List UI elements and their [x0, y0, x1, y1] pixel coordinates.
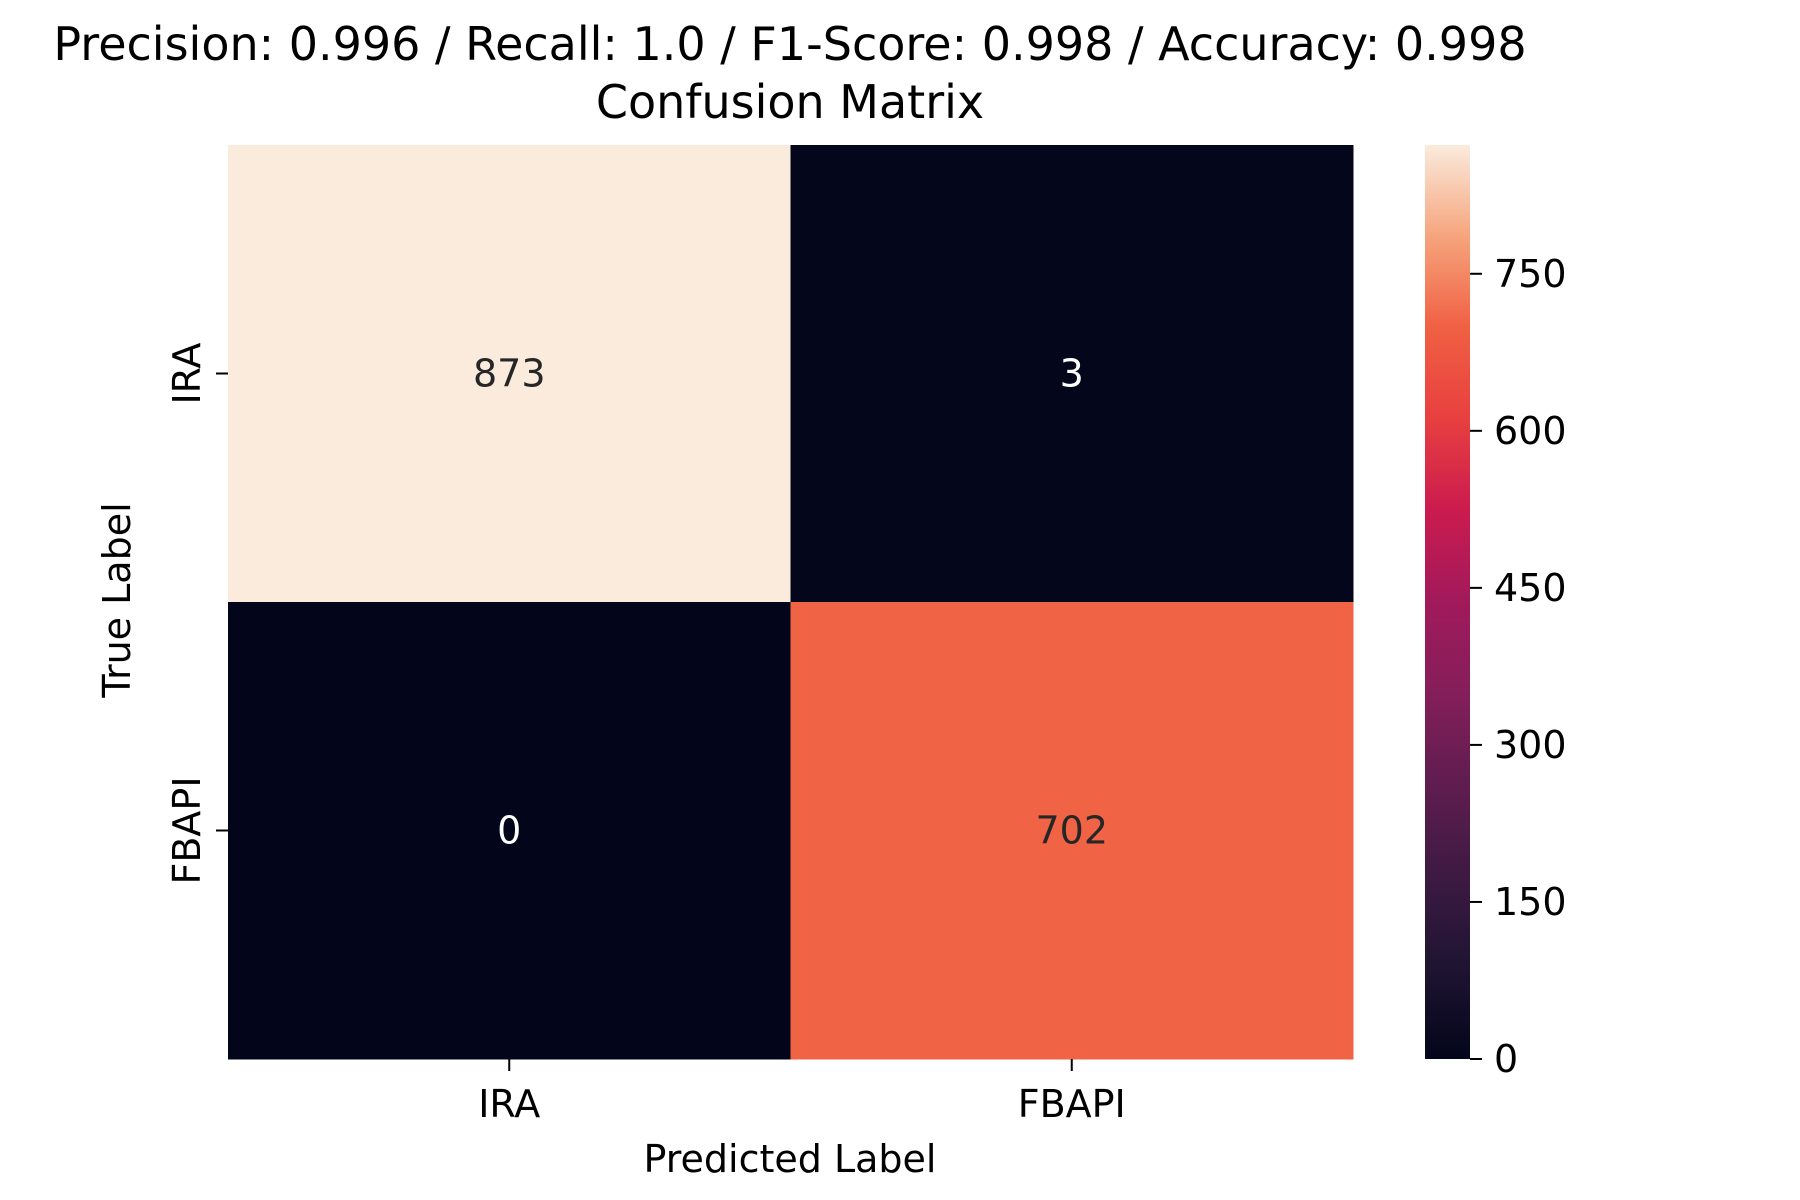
x-axis: IRA FBAPI [478, 1059, 1126, 1126]
cell-value-label: 3 [1060, 352, 1084, 396]
chart-title: Precision: 0.996 / Recall: 1.0 / F1-Scor… [53, 17, 1526, 71]
chart-subtitle: Confusion Matrix [596, 75, 984, 129]
cell-value-label: 702 [1035, 809, 1108, 853]
y-axis: IRA FBAPI [165, 342, 228, 885]
y-tick-label: IRA [165, 342, 209, 404]
colorbar-tick-label: 600 [1494, 409, 1567, 453]
colorbar-axis: 0 150 300 450 600 750 [1470, 252, 1567, 1081]
heatmap-cell [790, 145, 1354, 603]
colorbar-tick-label: 300 [1494, 723, 1567, 767]
colorbar-tick-label: 750 [1494, 252, 1567, 296]
heatmap-cells: 873 3 0 702 [228, 145, 1354, 1060]
heatmap-cell [790, 602, 1354, 1060]
y-tick-label: FBAPI [165, 776, 209, 884]
x-tick-label: IRA [478, 1082, 540, 1126]
heatmap-cell [228, 145, 791, 603]
cell-value-label: 0 [497, 809, 521, 853]
x-tick-label: FBAPI [1018, 1082, 1126, 1126]
colorbar-tick-label: 0 [1494, 1037, 1518, 1081]
colorbar [1425, 145, 1470, 1059]
cell-value-label: 873 [473, 352, 546, 396]
colorbar-tick-label: 150 [1494, 880, 1567, 924]
x-axis-label: Predicted Label [644, 1137, 937, 1181]
colorbar-tick-label: 450 [1494, 566, 1567, 610]
y-axis-label: True Label [95, 502, 139, 698]
heatmap-cell [228, 602, 791, 1060]
